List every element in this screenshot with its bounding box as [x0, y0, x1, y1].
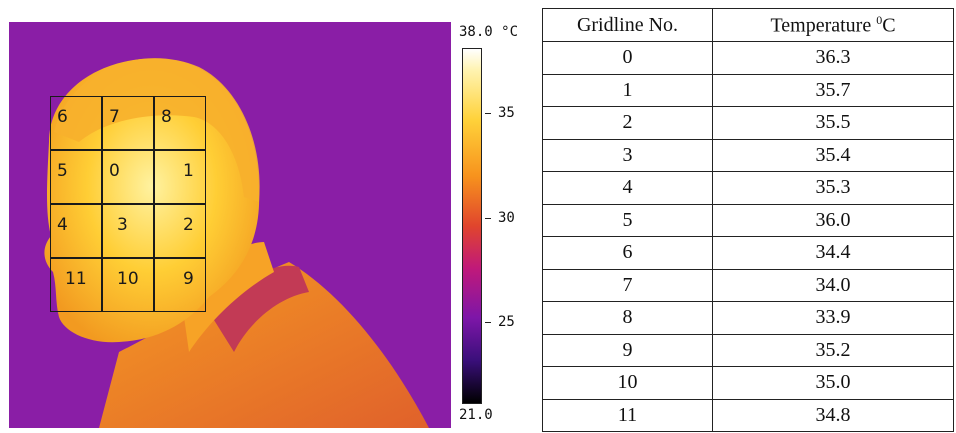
grid-cell: 6 [50, 96, 102, 150]
header-unit: C [882, 14, 896, 37]
table-row: 6 34.4 [542, 236, 954, 270]
cell-temperature: 35.5 [712, 106, 954, 140]
grid-label: 5 [57, 161, 68, 181]
thermal-hair [54, 58, 260, 202]
grid-cell: 5 [50, 150, 102, 204]
grid-cell: 1 [154, 150, 206, 204]
header-gridline: Gridline No. [542, 8, 713, 42]
cell-gridline: 3 [542, 138, 713, 172]
grid-label: 10 [117, 269, 139, 289]
table-row: 8 33.9 [542, 301, 954, 335]
grid-label: 3 [117, 215, 128, 235]
cell-temperature: 35.7 [712, 73, 954, 107]
cell-temperature: 35.4 [712, 138, 954, 172]
grid-cell: 10 [102, 258, 154, 312]
grid-cell: 8 [154, 96, 206, 150]
table-row: 2 35.5 [542, 106, 954, 140]
scale-tick-label: 35 [498, 105, 515, 121]
table-row: 4 35.3 [542, 171, 954, 205]
measurement-grid: 6 7 8 5 0 1 4 3 2 11 10 9 [50, 96, 206, 312]
grid-label: 7 [109, 107, 120, 127]
grid-label: 1 [183, 161, 194, 181]
grid-cell: 9 [154, 258, 206, 312]
grid-label: 11 [65, 269, 87, 289]
grid-cell: 0 [102, 150, 154, 204]
scale-tick [485, 113, 491, 114]
cell-temperature: 36.3 [712, 41, 954, 75]
grid-cell: 2 [154, 204, 206, 258]
table-row: 7 34.0 [542, 268, 954, 302]
cell-gridline: 8 [542, 301, 713, 335]
cell-gridline: 11 [542, 398, 713, 432]
table-body: 0 36.3 1 35.7 2 35.5 3 35.4 4 35.3 5 36.0 6 34.4 7 34.0… [542, 41, 954, 432]
cell-gridline: 10 [542, 366, 713, 400]
table-row: 3 35.4 [542, 138, 954, 172]
scale-tick-label: 30 [498, 210, 515, 226]
cell-gridline: 1 [542, 73, 713, 107]
grid-label: 8 [161, 107, 172, 127]
header-temperature-text: Temperature [770, 14, 872, 37]
cell-temperature: 35.2 [712, 333, 954, 367]
cell-gridline: 9 [542, 333, 713, 367]
cell-gridline: 6 [542, 236, 713, 270]
table-row: 5 36.0 [542, 203, 954, 237]
grid-cell: 3 [102, 204, 154, 258]
thermal-image [9, 22, 451, 428]
cell-temperature: 35.0 [712, 366, 954, 400]
scale-tick-label: 25 [498, 314, 515, 330]
grid-label: 2 [183, 215, 194, 235]
cell-gridline: 2 [542, 106, 713, 140]
scale-min-label: 21.0 [459, 407, 493, 423]
cell-gridline: 0 [542, 41, 713, 75]
cell-temperature: 35.3 [712, 171, 954, 205]
cell-temperature: 34.4 [712, 236, 954, 270]
grid-label: 6 [57, 107, 68, 127]
temperature-table: Gridline No. Temperature 0C 0 36.3 1 35.7 2 3… [542, 8, 954, 432]
table-row: 1 35.7 [542, 73, 954, 107]
cell-gridline: 4 [542, 171, 713, 205]
table-row: 9 35.2 [542, 333, 954, 367]
cell-temperature: 34.8 [712, 398, 954, 432]
grid-cell: 11 [50, 258, 102, 312]
grid-cell: 4 [50, 204, 102, 258]
cell-temperature: 36.0 [712, 203, 954, 237]
cell-gridline: 7 [542, 268, 713, 302]
table-header-row: Gridline No. Temperature 0C [542, 8, 954, 42]
grid-cell: 7 [102, 96, 154, 150]
thermal-body [99, 262, 429, 428]
header-temperature: Temperature 0C [712, 8, 954, 42]
scale-max-label: 38.0 °C [459, 24, 519, 40]
thermal-collar [209, 265, 309, 352]
table-row: 11 34.8 [542, 398, 954, 432]
scale-tick [485, 218, 491, 219]
grid-label: 0 [109, 161, 120, 181]
color-scale-bar [462, 48, 482, 404]
table-row: 0 36.3 [542, 41, 954, 75]
cell-temperature: 33.9 [712, 301, 954, 335]
table-row: 10 35.0 [542, 366, 954, 400]
scale-tick [485, 322, 491, 323]
cell-temperature: 34.0 [712, 268, 954, 302]
grid-label: 9 [183, 269, 194, 289]
cell-gridline: 5 [542, 203, 713, 237]
header-degree-superscript: 0 [876, 12, 883, 27]
grid-label: 4 [57, 215, 68, 235]
